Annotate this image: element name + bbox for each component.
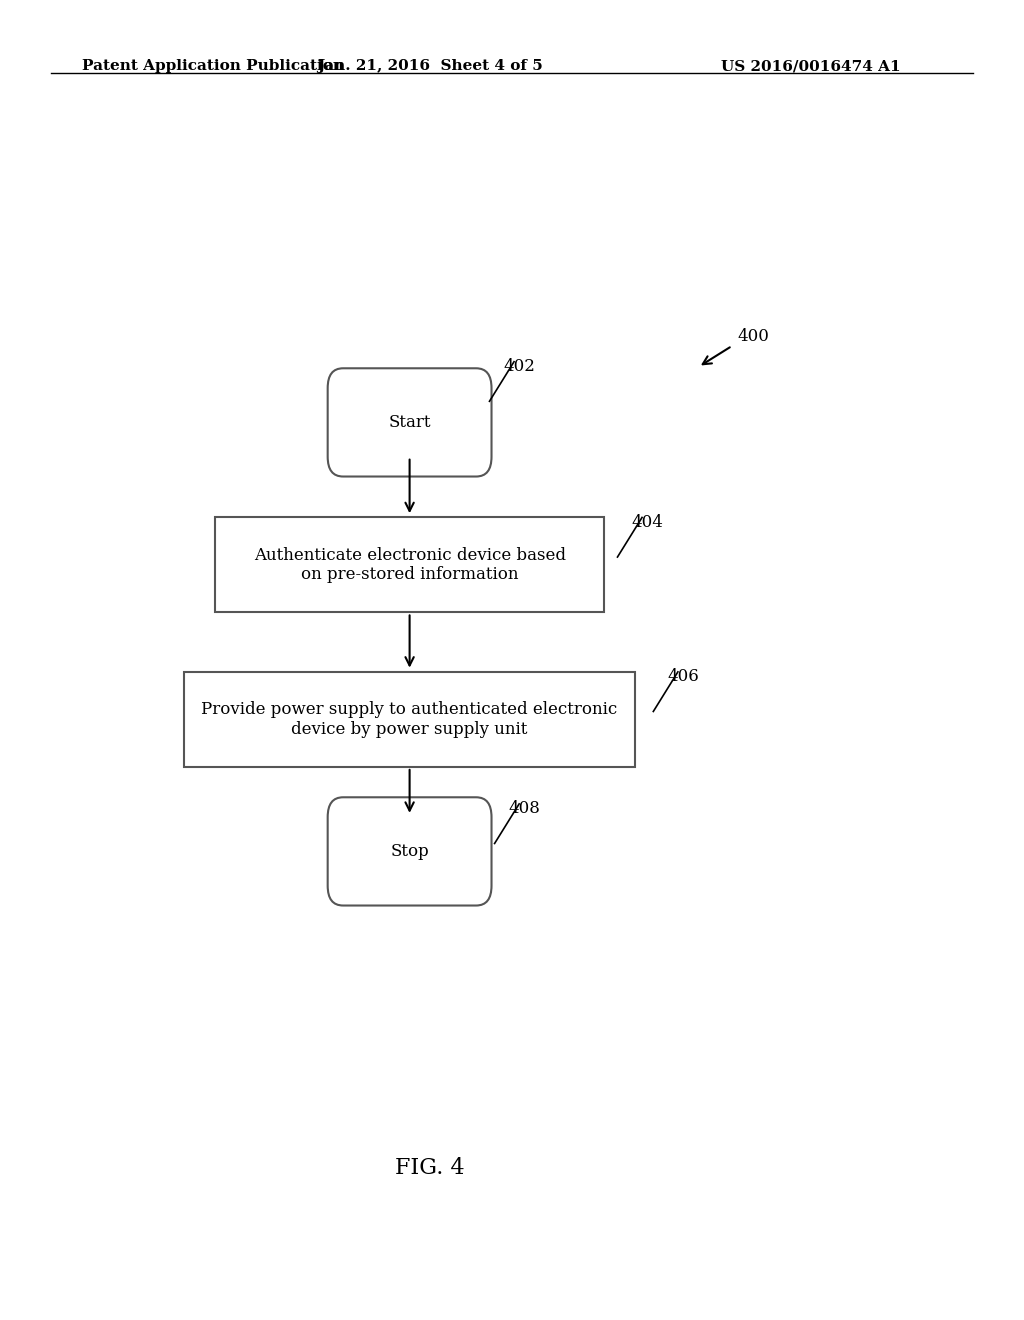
FancyBboxPatch shape: [328, 368, 492, 477]
Text: US 2016/0016474 A1: US 2016/0016474 A1: [722, 59, 901, 74]
Text: 400: 400: [737, 329, 769, 345]
Text: Jan. 21, 2016  Sheet 4 of 5: Jan. 21, 2016 Sheet 4 of 5: [317, 59, 543, 74]
FancyBboxPatch shape: [328, 797, 492, 906]
Bar: [184, 672, 635, 767]
Bar: [215, 517, 604, 612]
Text: 406: 406: [668, 668, 699, 685]
Text: Start: Start: [388, 414, 431, 430]
Text: 404: 404: [632, 513, 664, 531]
Text: Stop: Stop: [390, 843, 429, 859]
Text: Provide power supply to authenticated electronic
device by power supply unit: Provide power supply to authenticated el…: [202, 701, 617, 738]
Text: Patent Application Publication: Patent Application Publication: [82, 59, 344, 74]
Text: 408: 408: [509, 800, 541, 817]
Text: 402: 402: [504, 358, 536, 375]
Text: FIG. 4: FIG. 4: [395, 1158, 465, 1179]
Text: Authenticate electronic device based
on pre-stored information: Authenticate electronic device based on …: [254, 546, 565, 583]
